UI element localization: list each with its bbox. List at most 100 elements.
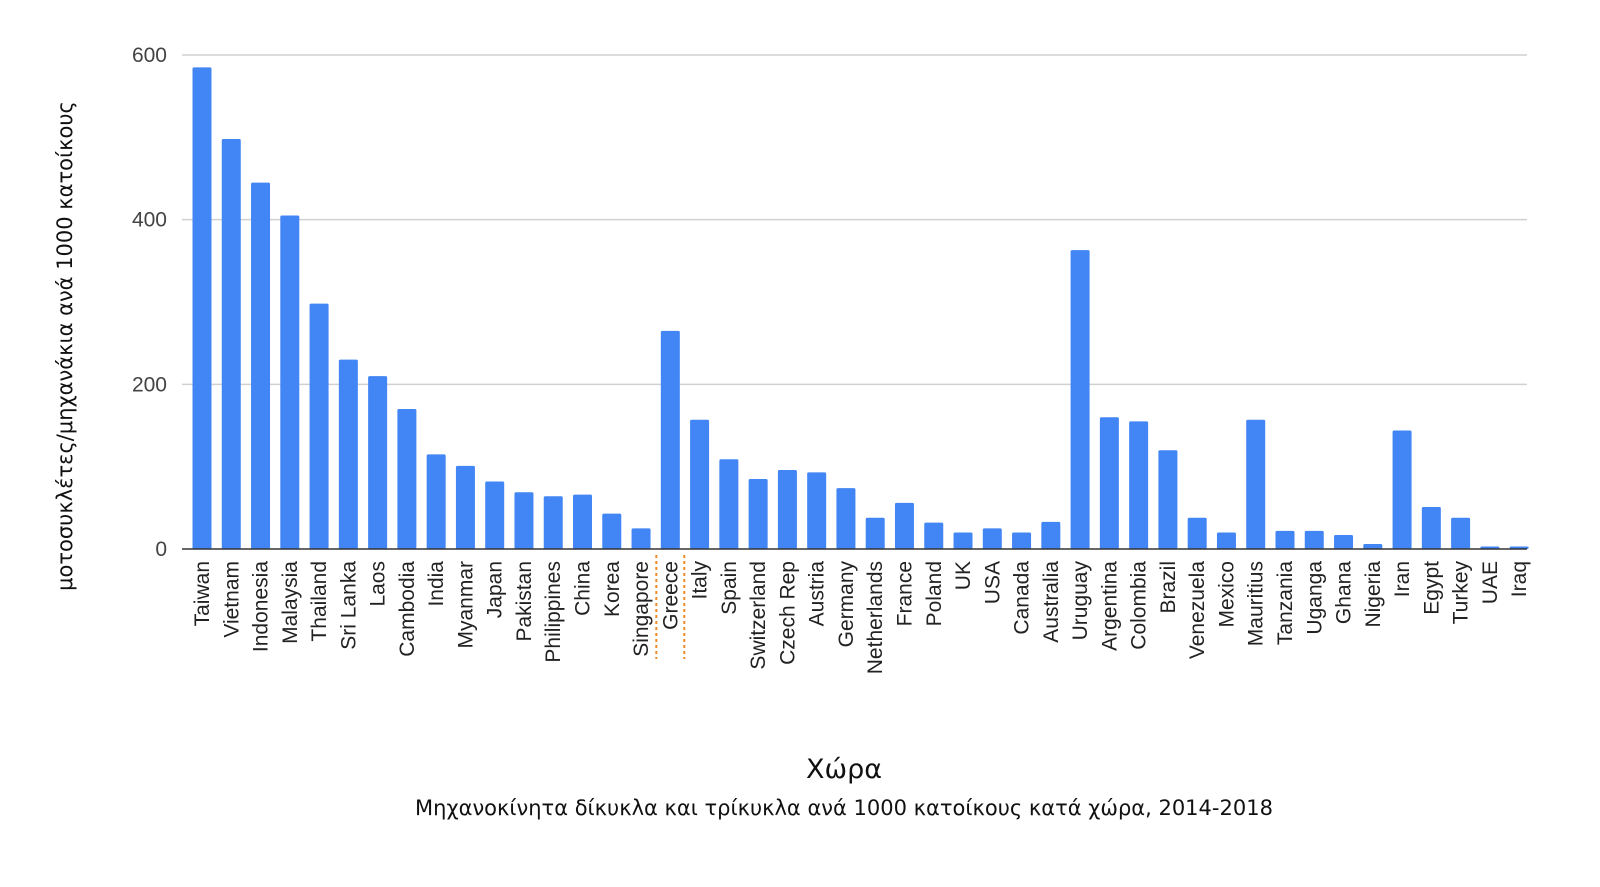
x-tick-label: Spain [718, 561, 741, 615]
bar-czech-rep [777, 469, 797, 549]
x-tick-label: Colombia [1128, 561, 1151, 650]
bar-cambodia [397, 409, 417, 549]
y-axis-label: μοτοσυκλέτες/μηχανάκια ανά 1000 κατοίκου… [53, 101, 77, 591]
x-tick-label: Singapore [630, 561, 653, 657]
x-tick-label: UAE [1479, 561, 1502, 604]
bar-mexico [1216, 532, 1236, 549]
x-tick-label: Australia [1040, 561, 1063, 643]
bar-pakistan [514, 492, 534, 549]
bar-iran [1392, 430, 1412, 549]
x-tick-label: Czech Rep [776, 561, 799, 665]
x-tick-label: Japan [484, 561, 507, 618]
bar-nigeria [1363, 544, 1383, 549]
bar-greece [660, 330, 680, 549]
bar-mauritius [1246, 419, 1266, 549]
bar-japan [485, 481, 505, 549]
y-tick-label: 600 [132, 44, 167, 67]
x-tick-label: Egypt [1420, 561, 1443, 615]
bar-ghana [1334, 535, 1354, 549]
bar-switzerland [748, 479, 768, 549]
chart-caption: Μηχανοκίνητα δίκυκλα και τρίκυκλα ανά 10… [415, 796, 1273, 820]
bar-canada [1012, 532, 1032, 549]
bar-korea [602, 513, 622, 549]
bar-taiwan [192, 67, 212, 549]
x-tick-label: Switzerland [747, 561, 770, 670]
x-tick-label: Mauritius [1245, 561, 1268, 646]
bar-vietnam [221, 138, 241, 550]
bar-venezuela [1187, 517, 1207, 549]
bar-colombia [1129, 421, 1149, 549]
x-tick-label: USA [981, 561, 1004, 604]
bar-argentina [1099, 417, 1119, 549]
x-tick-label: Nigeria [1362, 561, 1385, 628]
x-tick-label: Austria [806, 561, 829, 627]
x-tick-label: India [425, 561, 448, 607]
x-tick-label: Brazil [1157, 561, 1180, 614]
bar-myanmar [455, 465, 475, 549]
x-tick-label: Malaysia [279, 561, 302, 644]
bar-italy [690, 419, 710, 549]
bar-uk [953, 532, 973, 549]
x-tick-label: Sri Lanka [337, 561, 360, 650]
x-tick-label: Tanzania [1274, 561, 1297, 645]
bar-laos [368, 376, 388, 549]
gridlines [182, 54, 1527, 386]
x-tick-label: Laos [367, 561, 390, 607]
x-tick-label: Ghana [1333, 561, 1356, 624]
x-tick-label: Poland [923, 561, 946, 626]
bar-china [573, 494, 593, 549]
x-tick-label: Myanmar [454, 561, 477, 649]
x-tick-label: Italy [689, 561, 712, 600]
y-tick-label: 0 [155, 538, 167, 561]
x-tick-label: Vietnam [220, 561, 243, 638]
x-tick-label: Taiwan [191, 561, 214, 626]
x-tick-label: Canada [1011, 561, 1034, 635]
bar-poland [924, 522, 944, 549]
bar-australia [1041, 521, 1061, 549]
bar-brazil [1158, 450, 1178, 549]
bar-egypt [1421, 507, 1441, 549]
bar-sri-lanka [338, 359, 358, 549]
x-tick-label: Uganga [1303, 561, 1326, 635]
bar-france [894, 502, 914, 549]
x-tick-label: UK [952, 561, 975, 590]
x-tick-label: Philippines [542, 561, 565, 663]
bar-usa [982, 528, 1002, 549]
highlight-marker [655, 555, 686, 659]
x-tick-label: Netherlands [864, 561, 887, 674]
x-tick-label: Korea [601, 561, 624, 617]
x-axis-label: Χώρα [806, 754, 882, 785]
x-tick-label: Turkey [1450, 561, 1473, 625]
bar-thailand [309, 303, 329, 549]
x-tick-label: Argentina [1098, 561, 1121, 651]
bar-austria [807, 472, 827, 549]
bar-uganga [1304, 530, 1324, 549]
bar-malaysia [280, 215, 300, 550]
bar-philippines [543, 496, 563, 549]
y-tick-label: 400 [132, 209, 167, 232]
bar-uruguay [1070, 250, 1090, 549]
x-tick-label: Indonesia [250, 561, 273, 652]
x-tick-label: Germany [835, 561, 858, 648]
bar-turkey [1451, 517, 1471, 549]
x-tick-label: Cambodia [396, 561, 419, 657]
bars [192, 67, 1529, 550]
bar-india [426, 454, 446, 549]
x-tick-label: Iran [1391, 561, 1414, 597]
bar-germany [836, 488, 856, 549]
bar-netherlands [865, 517, 885, 549]
x-tick-label: Thailand [308, 561, 331, 642]
x-tick-label: Venezuela [1186, 561, 1209, 659]
x-tick-label: China [572, 561, 595, 616]
x-axis-category-labels: Taiwan Vietnam Indonesia Malaysia Thailand Sr… [191, 561, 1531, 675]
x-tick-label: Pakistan [513, 561, 536, 642]
y-axis-ticks: 0 200 400 600 [132, 44, 167, 561]
x-tick-label: France [893, 561, 916, 626]
x-tick-label: Greece [659, 561, 682, 630]
bar-tanzania [1275, 530, 1295, 549]
y-tick-label: 200 [132, 373, 167, 396]
x-tick-label: Mexico [1215, 561, 1238, 628]
x-tick-label: Uruguay [1069, 561, 1092, 641]
bar-singapore [631, 528, 651, 549]
